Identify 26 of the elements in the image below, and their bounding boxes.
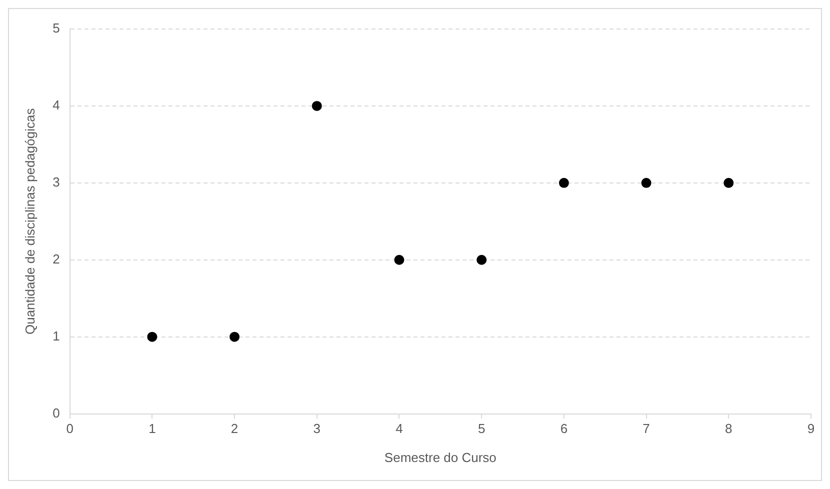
y-tick-label: 3 (52, 174, 60, 190)
point (641, 178, 652, 188)
x-tick-label: 8 (725, 421, 732, 436)
point (312, 100, 322, 111)
y-tick-label: 1 (52, 328, 60, 344)
point (394, 254, 404, 265)
y-tick-label: 5 (52, 20, 60, 36)
point (724, 178, 734, 188)
point (476, 254, 487, 265)
x-tick-label: 0 (66, 421, 74, 436)
x-axis-title: Semestre do Curso (384, 450, 496, 465)
x-tick-label: 6 (560, 421, 568, 436)
x-tick-label: 9 (807, 421, 815, 436)
y-axis-title: Quantidade de disciplinas pedagógicas (22, 108, 38, 335)
x-tick-label: 7 (642, 421, 650, 436)
point (147, 332, 158, 342)
y-tick-label: 2 (52, 251, 60, 266)
x-tick-label: 4 (396, 421, 403, 436)
y-tick-label: 0 (52, 405, 60, 420)
point (230, 332, 240, 342)
y-tick-label: 4 (52, 98, 60, 113)
x-tick-label: 2 (230, 421, 238, 436)
x-tick-label: 3 (313, 421, 321, 436)
x-tick-label: 5 (478, 421, 486, 436)
point (558, 178, 569, 188)
x-tick-label: 1 (148, 421, 156, 436)
